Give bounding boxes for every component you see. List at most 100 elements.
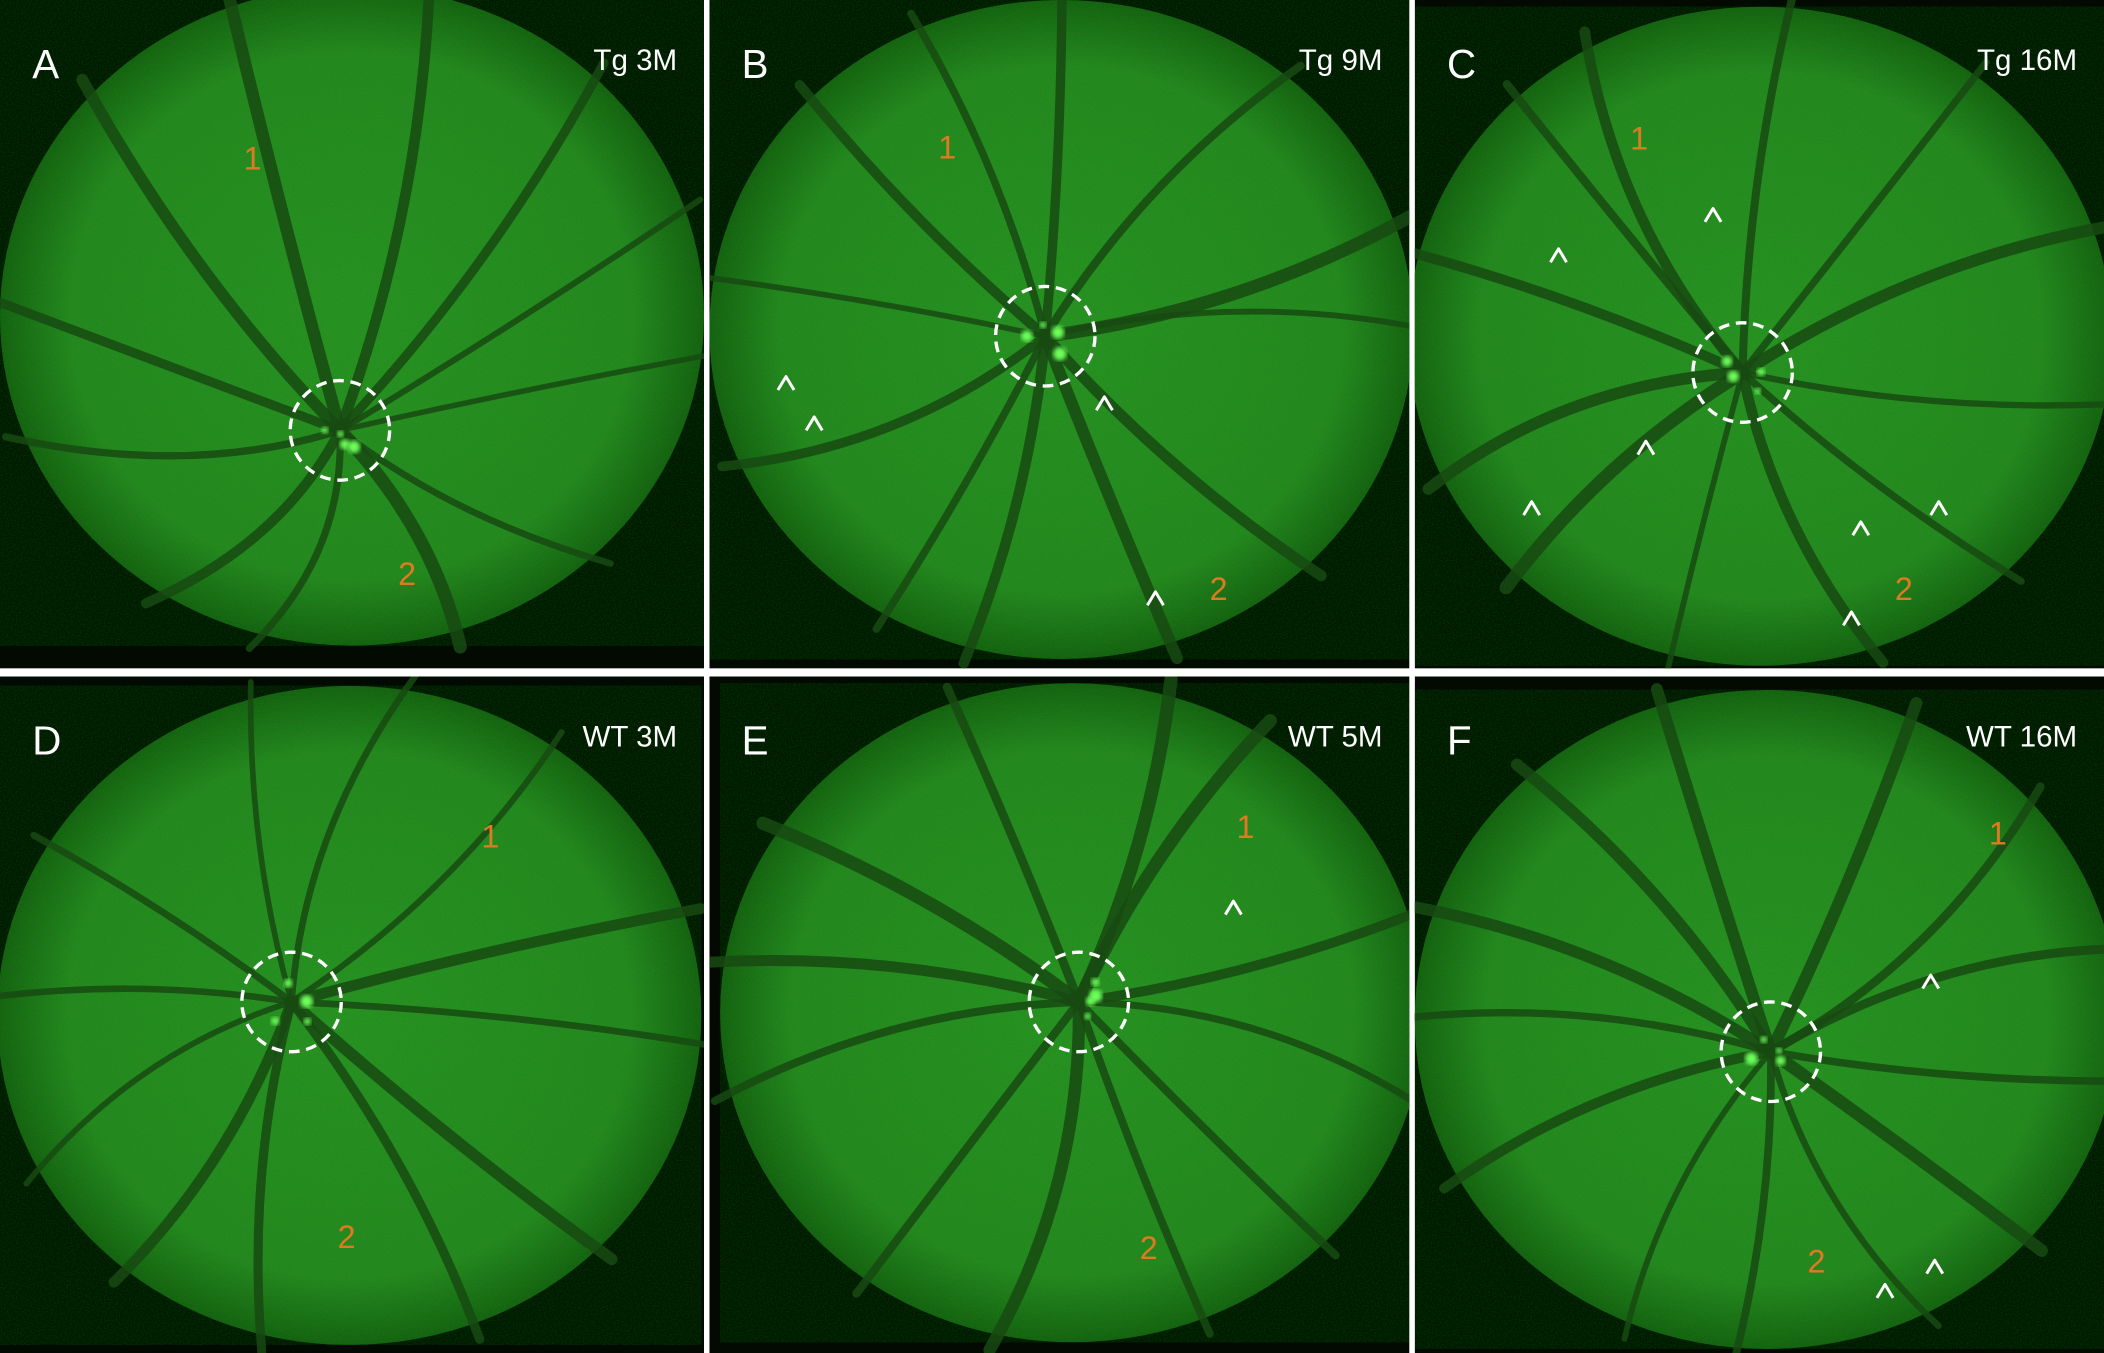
vessel <box>336 196 704 434</box>
vessel <box>1736 221 2104 379</box>
vessel <box>253 997 297 1353</box>
bright-spot <box>303 1017 311 1026</box>
vessel <box>942 682 1084 1007</box>
vessel <box>286 903 705 1008</box>
vessel <box>0 985 295 1006</box>
bright-spot <box>1021 330 1033 342</box>
vessel <box>709 955 1085 1008</box>
bright-spot <box>1091 978 1100 987</box>
bright-spot <box>347 440 361 454</box>
vessel-marker: 2 <box>1210 571 1228 607</box>
bright-spot <box>321 427 329 434</box>
vessel-marker: 1 <box>1989 816 2007 852</box>
optic-disc-outline <box>240 950 343 1054</box>
vessel <box>756 816 1086 1009</box>
panel-letter: B <box>742 41 769 87</box>
panel-label: Tg 3M <box>593 44 677 77</box>
vessel <box>1422 366 1749 495</box>
vessel <box>76 73 346 437</box>
panel-letter: F <box>1447 717 1472 763</box>
vessel <box>1510 758 1777 1058</box>
panel-letter: A <box>32 41 59 87</box>
vessel-marker: 2 <box>1140 1230 1158 1266</box>
vessel-marker: 2 <box>1895 571 1913 607</box>
bright-spot <box>1757 368 1765 377</box>
arrowhead <box>1929 500 1949 516</box>
panel: E WT 5M 1 2 <box>709 676 1410 1353</box>
arrowhead <box>1224 899 1243 916</box>
vessel <box>1073 909 1410 1007</box>
vessel <box>1038 209 1410 343</box>
vessel <box>336 427 614 567</box>
bright-spot <box>1775 1047 1783 1054</box>
vessel <box>1732 1047 1775 1353</box>
panel: C Tg 16M 1 2 <box>1414 0 2104 669</box>
vessel-marker: 1 <box>481 818 499 854</box>
vessel <box>0 297 345 436</box>
vessel <box>1737 367 1889 668</box>
bright-spot <box>1727 370 1739 383</box>
vessel <box>245 426 344 652</box>
vessel <box>335 58 609 436</box>
vessel-marker: 2 <box>338 1219 356 1255</box>
bright-spot <box>1721 355 1733 367</box>
vessel <box>1040 0 1067 341</box>
vessel <box>1072 714 1277 1009</box>
vessel <box>1766 944 2104 1057</box>
bright-spot <box>1085 996 1096 1006</box>
panel-label: WT 5M <box>1288 720 1383 753</box>
vessel <box>108 996 297 1288</box>
bright-spot <box>337 430 344 438</box>
vessel <box>1074 998 1214 1338</box>
panel-image <box>709 0 1410 669</box>
optic-disc-outline <box>1027 950 1131 1054</box>
vessel-marker: 1 <box>1237 809 1255 845</box>
panel-image <box>1414 0 2104 669</box>
panel-letter: C <box>1447 41 1476 87</box>
arrowhead <box>1851 520 1871 537</box>
vessel <box>710 997 1083 1106</box>
retina-grain <box>720 683 1410 1343</box>
vessel <box>1621 1048 1774 1342</box>
vessel <box>223 0 347 437</box>
vessel <box>333 423 467 654</box>
bright-spot <box>1760 1036 1768 1043</box>
panel-label: Tg 9M <box>1299 44 1383 77</box>
optic-disc-outline <box>288 378 392 482</box>
panel-image <box>0 0 705 669</box>
optic-disc-outline <box>1691 321 1794 424</box>
bright-spot <box>1051 326 1065 339</box>
bright-spot <box>283 979 293 988</box>
vessel <box>907 9 1050 341</box>
arrowhead <box>1925 1258 1945 1275</box>
panel-label: WT 3M <box>582 720 677 753</box>
optic-disc-outline <box>993 284 1097 388</box>
panel-image <box>709 676 1410 1353</box>
vessel <box>1738 368 2025 585</box>
vessel <box>1767 1048 1942 1330</box>
vessel <box>247 679 295 1005</box>
retina-grain <box>0 686 702 1345</box>
arrowhead <box>1921 973 1941 990</box>
vessel <box>1665 369 1746 669</box>
vessel <box>958 330 1051 669</box>
vessel-marker: 1 <box>938 130 956 166</box>
vessel <box>872 332 1050 633</box>
bright-spot <box>271 1016 280 1026</box>
panel: B Tg 9M 1 2 <box>709 0 1410 669</box>
vessel <box>1414 1008 1775 1056</box>
panel: F WT 16M 1 2 <box>1414 676 2104 1353</box>
vessel <box>140 425 345 609</box>
vessel <box>717 331 1051 472</box>
panel: D WT 3M 1 2 <box>0 676 705 1353</box>
retina-grain <box>0 0 704 646</box>
bright-spot <box>1745 1052 1758 1065</box>
vessel-marker: 1 <box>244 140 262 176</box>
vessel-marker: 1 <box>1630 120 1648 156</box>
vessel <box>286 997 485 1344</box>
arrowhead <box>1522 500 1541 516</box>
vessel <box>288 676 419 1006</box>
arrowhead <box>776 375 796 391</box>
vessel <box>1738 58 1990 377</box>
